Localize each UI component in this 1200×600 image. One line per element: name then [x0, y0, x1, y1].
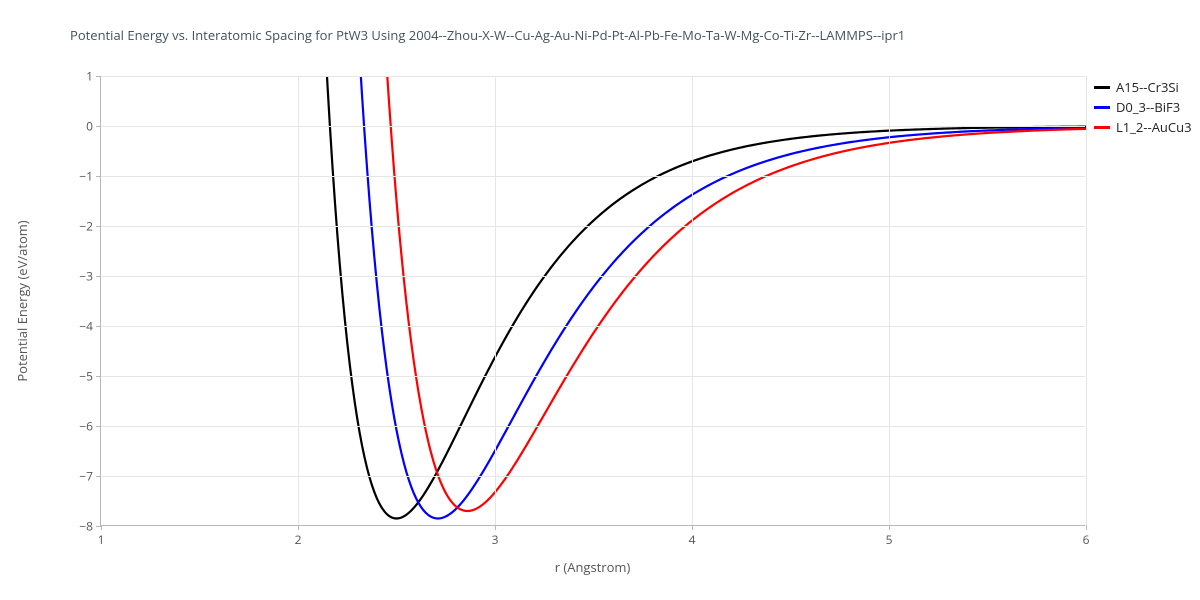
legend-swatch: [1094, 106, 1110, 109]
legend-item[interactable]: L1_2--AuCu3: [1094, 118, 1192, 136]
y-tick-label: 1: [86, 68, 101, 85]
gridline-h: [101, 426, 1085, 427]
legend: A15--Cr3Si D0_3--BiF3 L1_2--AuCu3: [1094, 78, 1192, 138]
plot-area: −8−7−6−5−4−3−2−101123456: [100, 76, 1085, 526]
y-tick-label: −3: [79, 268, 101, 285]
gridline-h: [101, 276, 1085, 277]
x-tick-label: 5: [886, 525, 893, 548]
gridline-v: [692, 76, 693, 525]
legend-swatch: [1094, 86, 1110, 89]
gridline-h: [101, 476, 1085, 477]
gridline-v: [298, 76, 299, 525]
x-tick-label: 2: [295, 525, 302, 548]
gridline-h: [101, 176, 1085, 177]
x-tick-label: 1: [98, 525, 105, 548]
gridline-h: [101, 76, 1085, 77]
x-axis-label: r (Angstrom): [555, 558, 631, 576]
x-tick-label: 3: [492, 525, 499, 548]
gridline-h: [101, 376, 1085, 377]
y-tick-label: −5: [79, 368, 101, 385]
y-axis-label: Potential Energy (eV/atom): [13, 220, 31, 381]
gridline-h: [101, 126, 1085, 127]
gridline-v: [1086, 76, 1087, 525]
y-tick-label: −2: [79, 218, 101, 235]
gridline-h: [101, 326, 1085, 327]
legend-swatch: [1094, 126, 1110, 129]
legend-item[interactable]: D0_3--BiF3: [1094, 98, 1192, 116]
y-tick-label: −7: [79, 468, 101, 485]
gridline-v: [889, 76, 890, 525]
y-tick-label: −4: [79, 318, 101, 335]
series-line[interactable]: [101, 0, 1086, 519]
y-tick-label: 0: [86, 118, 101, 135]
y-tick-label: −1: [79, 168, 101, 185]
chart-title: Potential Energy vs. Interatomic Spacing…: [70, 26, 905, 44]
y-tick-label: −6: [79, 418, 101, 435]
curve-layer: [101, 76, 1086, 526]
series-line[interactable]: [101, 0, 1086, 519]
gridline-v: [495, 76, 496, 525]
gridline-h: [101, 226, 1085, 227]
x-tick-label: 6: [1083, 525, 1090, 548]
legend-label: A15--Cr3Si: [1116, 78, 1179, 96]
legend-item[interactable]: A15--Cr3Si: [1094, 78, 1192, 96]
x-tick-label: 4: [689, 525, 696, 548]
legend-label: L1_2--AuCu3: [1116, 118, 1192, 136]
legend-label: D0_3--BiF3: [1116, 98, 1180, 116]
